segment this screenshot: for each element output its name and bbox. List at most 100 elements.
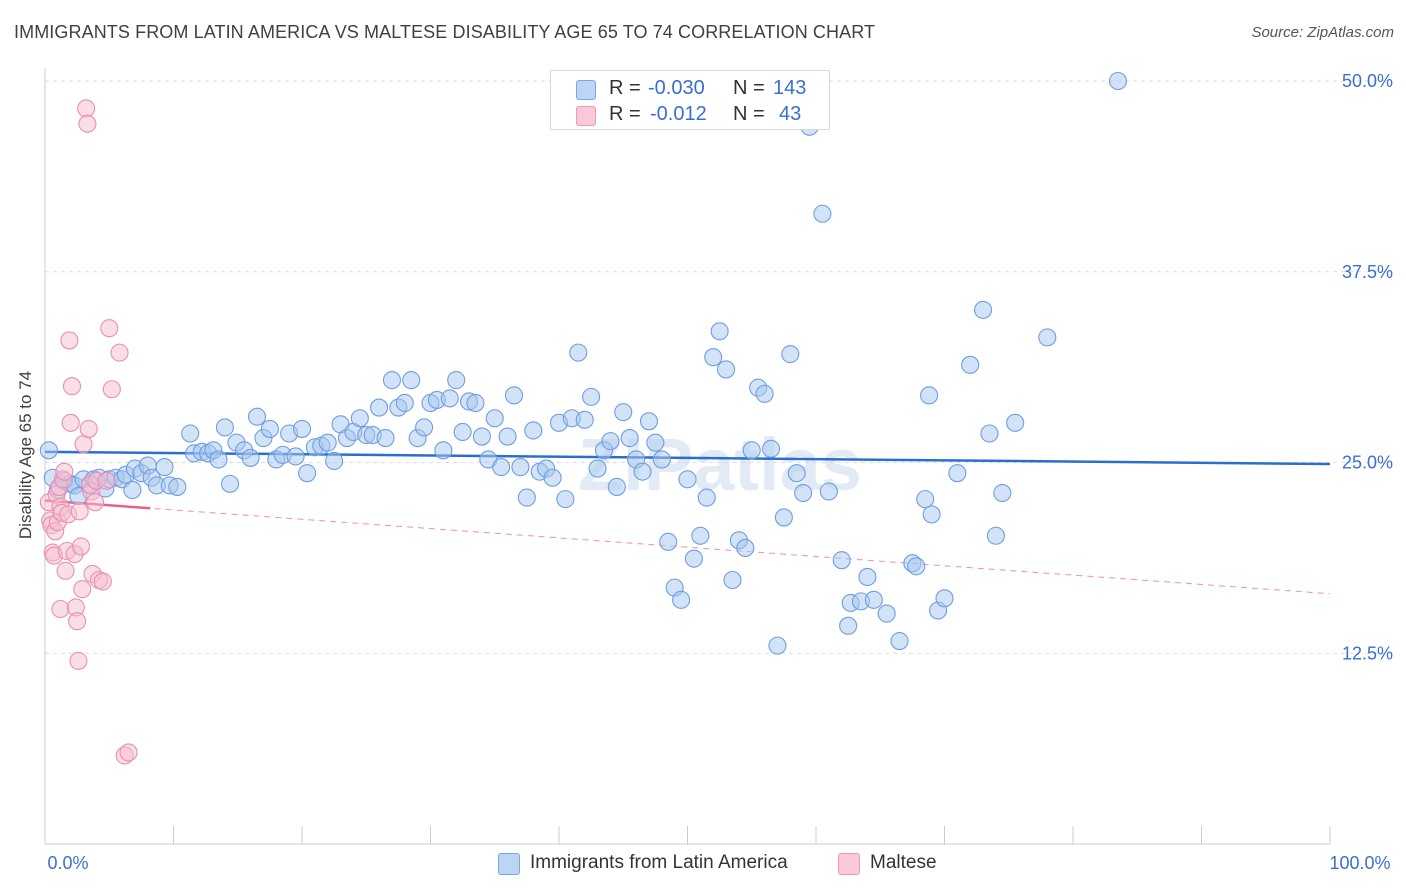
data-point-latin-america (1108, 71, 1128, 91)
data-point-latin-america (742, 441, 761, 460)
data-point-latin-america (678, 470, 697, 489)
data-point-latin-america (123, 480, 142, 500)
data-point-latin-america (877, 604, 896, 623)
data-point-latin-america (492, 458, 511, 477)
series-swatch-blue (498, 853, 520, 875)
legend-n-label: N = (733, 77, 765, 99)
data-point-latin-america (318, 433, 337, 452)
legend-row-latin-america: R = -0.030 N = 143 (551, 76, 829, 102)
data-point-latin-america (813, 204, 832, 223)
chart-source: Source: ZipAtlas.com (1251, 24, 1394, 41)
legend-r-value: -0.030 (648, 77, 705, 99)
data-point-latin-america (710, 322, 729, 341)
data-point-latin-america (575, 410, 594, 429)
data-point-latin-america (325, 451, 344, 471)
data-point-latin-america (453, 422, 472, 442)
data-point-latin-america (704, 348, 723, 367)
data-point-maltese (77, 99, 96, 118)
data-point-maltese (100, 319, 119, 338)
data-point-latin-america (286, 447, 305, 466)
data-point-latin-america (794, 483, 813, 503)
data-point-latin-america (787, 464, 806, 483)
data-point-maltese (61, 413, 80, 432)
data-point-latin-america (209, 450, 228, 469)
data-point-latin-america (241, 448, 260, 467)
data-point-latin-america (935, 589, 954, 608)
data-point-latin-america (864, 590, 883, 609)
legend-r-label: R = (609, 77, 641, 99)
data-point-latin-america (607, 477, 626, 496)
stats-legend: R = -0.030 N = 143 R = -0.012 N = 43 (550, 70, 830, 130)
data-point-latin-america (524, 421, 543, 440)
data-point-maltese (78, 114, 97, 133)
data-point-latin-america (697, 488, 716, 507)
data-point-maltese (79, 419, 98, 438)
data-point-latin-america (292, 419, 312, 438)
data-point-latin-america (922, 505, 941, 524)
data-point-latin-america (620, 429, 639, 448)
data-point-latin-america (402, 371, 421, 390)
data-point-latin-america (716, 360, 736, 379)
data-point-latin-america (220, 474, 240, 493)
data-point-latin-america (517, 488, 536, 507)
data-point-latin-america (588, 459, 607, 478)
legend-r-label: R = (609, 103, 641, 125)
data-point-latin-america (980, 424, 999, 443)
data-point-maltese (68, 612, 87, 631)
tick-layer: 12.5% 25.0% 37.5% 50.0% 0.0% 100.0% (47, 71, 1393, 873)
data-point-latin-america (569, 343, 588, 362)
data-point-maltese (93, 572, 112, 591)
data-point-latin-america (247, 407, 267, 426)
data-point-latin-america (1006, 413, 1025, 432)
data-point-latin-america (260, 419, 279, 438)
data-point-latin-america (781, 345, 800, 364)
data-point-latin-america (993, 483, 1012, 503)
data-point-latin-america (601, 432, 620, 451)
series-label: Maltese (870, 852, 937, 873)
data-point-latin-america (832, 551, 851, 570)
data-point-maltese (51, 599, 70, 619)
point-layer (39, 71, 1128, 765)
data-point-latin-america (376, 429, 395, 448)
data-point-latin-america (350, 409, 369, 428)
data-point-latin-america (511, 458, 530, 477)
data-point-latin-america (907, 557, 926, 576)
data-point-latin-america (961, 355, 980, 374)
legend-row-maltese: R = -0.012 N = 43 (551, 102, 829, 128)
data-point-latin-america (485, 409, 504, 428)
data-point-latin-america (633, 462, 652, 481)
data-point-maltese (55, 462, 74, 481)
data-point-latin-america (382, 371, 402, 390)
legend-n-label: N = (733, 103, 765, 125)
data-point-latin-america (736, 538, 755, 558)
data-point-latin-america (155, 458, 174, 477)
data-point-latin-america (948, 464, 967, 483)
data-point-latin-america (498, 427, 517, 446)
data-point-latin-america (761, 439, 781, 458)
data-point-latin-america (556, 490, 575, 509)
data-point-latin-america (504, 386, 524, 405)
data-point-maltese (60, 331, 79, 350)
data-point-latin-america (415, 418, 434, 437)
data-point-latin-america (646, 433, 665, 452)
data-point-latin-america (466, 393, 485, 413)
data-point-latin-america (672, 590, 691, 609)
data-point-latin-america (986, 526, 1005, 545)
data-point-maltese (86, 493, 105, 512)
y-tick-label: 50.0% (1342, 71, 1393, 91)
data-point-maltese (62, 377, 82, 396)
data-point-latin-america (819, 482, 838, 501)
y-tick-label: 25.0% (1342, 453, 1393, 473)
data-point-latin-america (39, 441, 58, 460)
data-point-latin-america (890, 631, 909, 651)
legend-swatch-blue (576, 80, 596, 100)
data-point-maltese (110, 343, 129, 362)
x-tick-label: 100.0% (1329, 853, 1390, 873)
data-point-latin-america (916, 490, 935, 509)
data-point-latin-america (215, 418, 234, 437)
data-point-latin-america (582, 387, 601, 406)
series-swatch-pink (838, 853, 860, 875)
data-point-latin-america (755, 384, 774, 403)
data-point-latin-america (639, 412, 659, 431)
data-point-latin-america (440, 389, 459, 408)
